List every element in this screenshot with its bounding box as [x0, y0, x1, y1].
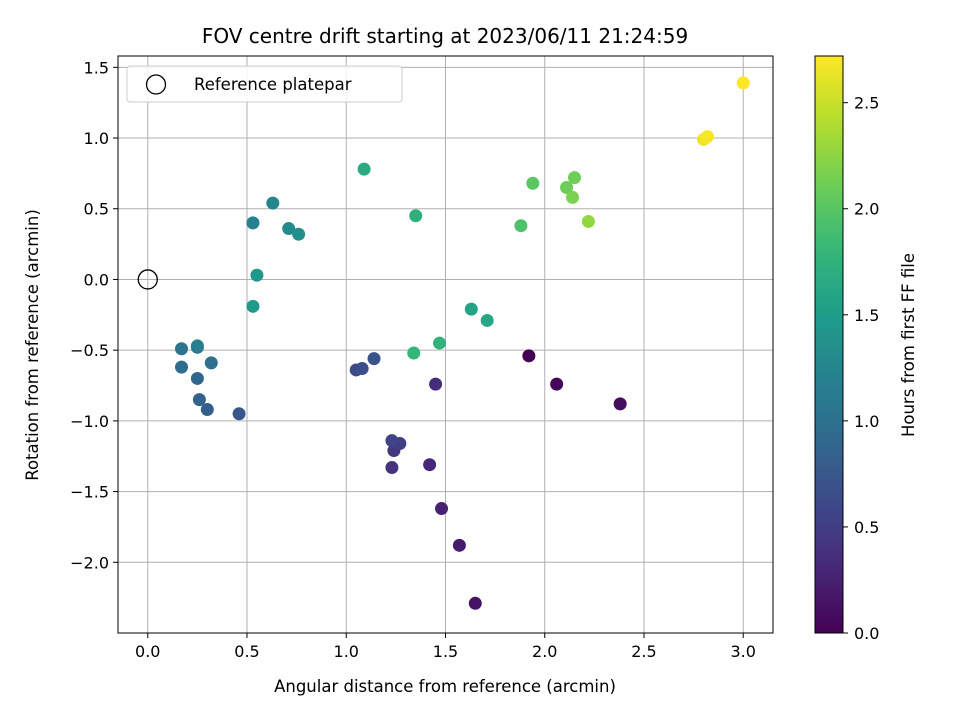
- legend: Reference platepar: [126, 65, 403, 103]
- colorbar-gradient: [814, 55, 844, 634]
- scatter-point: [736, 76, 750, 90]
- scatter-point: [550, 377, 564, 391]
- scatter-point: [200, 403, 214, 417]
- scatter-point: [568, 171, 582, 185]
- y-tick-label: 1.5: [84, 58, 109, 77]
- x-axis-ticks: 0.0 0.5 1.0 1.5 2.0 2.5 3.0: [135, 633, 756, 661]
- colorbar: 0.0 0.5 1.0 1.5 2.0 2.5 Hours from first FF f…: [814, 55, 918, 643]
- scatter-point: [480, 313, 494, 327]
- scatter-point: [190, 339, 204, 353]
- colorbar-tick-label: 2.5: [854, 94, 879, 113]
- x-tick-label: 3.0: [731, 642, 756, 661]
- y-tick-label: −1.5: [70, 483, 109, 502]
- grid-lines: [118, 56, 773, 633]
- scatter-point: [435, 502, 449, 516]
- scatter-point: [190, 371, 204, 385]
- y-tick-label: 0.0: [84, 270, 109, 289]
- y-tick-label: 1.0: [84, 129, 109, 148]
- scatter-point: [452, 538, 466, 552]
- reference-layer: [137, 269, 158, 290]
- colorbar-ticks: 0.0 0.5 1.0 1.5 2.0 2.5: [843, 94, 879, 643]
- x-tick-label: 1.0: [334, 642, 359, 661]
- y-tick-label: 0.5: [84, 200, 109, 219]
- scatter-point: [250, 268, 264, 282]
- y-tick-label: −0.5: [70, 341, 109, 360]
- reference-platepar-marker: [137, 269, 158, 290]
- scatter-point: [175, 360, 189, 374]
- scatter-point: [423, 458, 437, 472]
- scatter-point: [292, 227, 306, 241]
- scatter-point: [581, 214, 595, 228]
- scatter-point: [407, 346, 421, 360]
- colorbar-tick-label: 1.0: [854, 412, 879, 431]
- x-tick-label: 0.5: [234, 642, 259, 661]
- scatter-point: [566, 190, 580, 204]
- scatter-point: [522, 349, 536, 363]
- scatter-point: [204, 356, 218, 370]
- scatter-points: [175, 76, 750, 610]
- scatter-point: [613, 397, 627, 411]
- legend-open-circle-marker: [145, 74, 167, 95]
- scatter-point: [468, 596, 482, 610]
- colorbar-tick-label: 0.5: [854, 518, 879, 537]
- scatter-point: [701, 130, 714, 144]
- scatter-point: [429, 377, 443, 391]
- scatter-point: [385, 461, 399, 475]
- scatter-point: [355, 362, 369, 376]
- y-tick-label: −2.0: [70, 553, 109, 572]
- colorbar-tick-label: 2.0: [854, 200, 879, 219]
- scatter-point: [192, 393, 206, 407]
- x-axis-label: Angular distance from reference (arcmin): [274, 677, 616, 696]
- scatter-point: [464, 302, 478, 316]
- scatter-point: [246, 216, 260, 230]
- x-tick-label: 2.0: [532, 642, 557, 661]
- legend-box: [126, 65, 403, 103]
- chart-title: FOV centre drift starting at 2023/06/11 …: [202, 24, 688, 48]
- y-axis-ticks: −2.0 −1.5 −1.0 −0.5 0.0 0.5 1.0 1.5: [70, 58, 118, 572]
- y-tick-label: −1.0: [70, 412, 109, 431]
- scatter-point: [560, 181, 574, 195]
- colorbar-label: Hours from first FF file: [899, 253, 918, 437]
- legend-label: Reference platepar: [194, 75, 352, 94]
- scatter-point: [385, 434, 399, 448]
- x-tick-label: 2.5: [631, 642, 656, 661]
- scatter-point: [433, 336, 447, 350]
- scatter-point: [266, 196, 280, 210]
- scatter-point: [367, 352, 381, 366]
- colorbar-tick-label: 1.5: [854, 306, 879, 325]
- scatter-point: [232, 407, 246, 421]
- scatter-point: [514, 219, 528, 233]
- y-axis-label: Rotation from reference (arcmin): [23, 209, 42, 481]
- x-tick-label: 1.5: [433, 642, 458, 661]
- scatter-point: [246, 299, 260, 313]
- colorbar-tick-label: 0.0: [854, 624, 879, 643]
- scatter-point: [409, 209, 423, 223]
- scatter-point: [526, 176, 540, 190]
- scatter-point: [175, 342, 189, 356]
- scatter-point: [357, 162, 371, 176]
- scatter-point: [282, 222, 296, 236]
- x-tick-label: 0.0: [135, 642, 160, 661]
